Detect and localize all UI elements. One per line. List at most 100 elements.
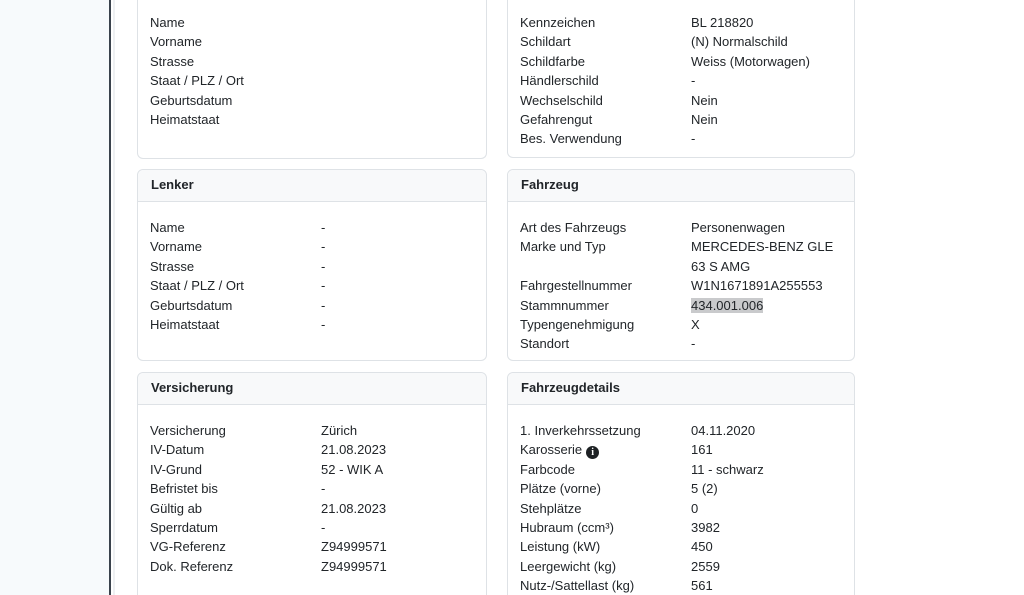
selected-text: 434.001.006 [691,297,764,313]
field-label: IV-Grund [150,461,203,477]
field-row-bes-verwendung: Bes. Verwendung - [520,129,842,148]
field-row-nutz-sattellast-kg: Nutz-/Sattellast (kg) 561 [520,576,842,595]
field-value: (N) Normalschild [691,34,788,50]
field-row-iv-grund: IV-Grund 52 - WIK A [150,460,474,479]
field-value: 434.001.006 [691,296,842,315]
field-label: Marke und Typ [520,239,606,255]
panel-lenker-title: Lenker [138,170,486,202]
field-value: - [321,220,326,235]
field-value: - [321,520,326,536]
panel-fahrzeug-title: Fahrzeug [508,170,854,202]
field-row-heimatstaat: Heimatstaat - [150,315,474,334]
field-row-sperrdatum: Sperrdatum - [150,518,474,537]
panel-fahrzeugdetails: Fahrzeugdetails 1. Inverkehrssetzung 04.1… [507,372,855,595]
field-value: - [691,336,696,352]
field-row-name: Name - [150,218,474,237]
field-row-marke-und-typ: Marke und Typ MERCEDES-BENZ GLE 63 S AMG [520,237,842,276]
field-label: Art des Fahrzeugs [520,220,627,235]
field-value: - [321,481,326,497]
field-row-schildart: Schildart (N) Normalschild [520,32,842,51]
field-row-staat-plz-ort: Staat / PLZ / Ort [150,71,474,90]
field-row-kennzeichen: Kennzeichen BL 218820 [520,13,842,32]
field-row-1-inverkehrssetzung: 1. Inverkehrssetzung 04.11.2020 [520,421,842,440]
field-row-geburtsdatum: Geburtsdatum [150,91,474,110]
field-label: Dok. Referenz [150,558,234,574]
field-row-vg-referenz: VG-Referenz Z94999571 [150,537,474,556]
field-row-h-ndlerschild: Händlerschild - [520,71,842,90]
field-value: 450 [691,539,713,555]
field-label: Händlerschild [520,73,599,89]
field-row-standort: Standort - [520,334,842,353]
field-value: Z94999571 [321,558,387,574]
field-value: 161 [691,442,713,458]
field-value: 5 (2) [691,481,718,497]
field-row-iv-datum: IV-Datum 21.08.2023 [150,440,474,459]
info-icon[interactable]: i [586,446,600,460]
field-row-fahrgestellnummer: Fahrgestellnummer W1N1671891A255553 [520,276,842,295]
field-label: Farbcode [520,461,575,477]
field-row-staat-plz-ort: Staat / PLZ / Ort - [150,276,474,295]
field-label: Sperrdatum [150,520,218,536]
field-label: Name [150,15,185,30]
field-label: Staat / PLZ / Ort [150,278,244,294]
field-value: MERCEDES-BENZ GLE 63 S AMG [691,239,834,274]
panel-halter-body: Name Vorname Strasse Staat / PLZ / Ort Gebur… [138,0,486,145]
field-row-stammnummer: Stammnummer 434.001.006 [520,296,842,315]
field-label: Schildfarbe [520,53,586,69]
field-label: Karosserie i [520,440,691,460]
field-label: Wechselschild [520,92,603,108]
field-value: 21.08.2023 [321,442,387,458]
field-row-leistung-kw: Leistung (kW) 450 [520,537,842,556]
field-row-strasse: Strasse - [150,257,474,276]
field-label: Stehplätze [520,500,582,516]
field-label: Kennzeichen [520,15,596,30]
field-label: Strasse [150,258,195,274]
field-row-farbcode: Farbcode 11 - schwarz [520,460,842,479]
field-value: BL 218820 [691,15,754,30]
field-label: Strasse [150,53,195,69]
field-label: Bes. Verwendung [520,131,622,147]
field-row-typengenehmigung: Typengenehmigung X [520,315,842,334]
field-label: 1. Inverkehrssetzung [520,423,641,438]
panel-fahrzeug: Fahrzeug Art des Fahrzeugs Personenwagen M… [507,169,855,361]
panel-versicherung-body: Versicherung Zürich IV-Datum 21.08.2023 IV-G… [138,405,486,592]
field-row-g-ltig-ab: Gültig ab 21.08.2023 [150,499,474,518]
field-value: Z94999571 [321,539,387,555]
field-value: 04.11.2020 [691,423,756,438]
field-label: Nutz-/Sattellast (kg) [520,578,635,594]
field-label: Befristet bis [150,481,218,497]
field-value: X [691,317,700,333]
panel-fahrzeug-body: Art des Fahrzeugs Personenwagen Marke und … [508,202,854,370]
field-label: Geburtsdatum [150,92,233,108]
field-row-versicherung: Versicherung Zürich [150,421,474,440]
field-label: Schildart [520,34,571,50]
field-label: Gefahrengut [520,112,593,128]
field-row-pl-tze-vorne: Plätze (vorne) 5 (2) [520,479,842,498]
field-label: VG-Referenz [150,539,226,555]
panel-fahrzeugdetails-body: 1. Inverkehrssetzung 04.11.2020 Karosserie… [508,405,854,595]
field-label: Fahrgestellnummer [520,278,632,294]
field-label: Typengenehmigung [520,317,635,333]
panel-versicherung-title: Versicherung [138,373,486,405]
panel-kennzeichen-body: Kennzeichen BL 218820 Schildart (N) Normals… [508,0,854,165]
left-sidebar-rail [0,0,111,595]
field-label: Heimatstaat [150,112,220,128]
panel-halter: Name Vorname Strasse Staat / PLZ / Ort Gebur… [137,0,487,159]
field-row-hubraum-ccm: Hubraum (ccm³) 3982 [520,518,842,537]
field-value: 2559 [691,558,720,574]
field-label: Heimatstaat [150,317,220,333]
field-label: Hubraum (ccm³) [520,520,614,536]
field-row-stehpl-tze: Stehplätze 0 [520,499,842,518]
field-value: Weiss (Motorwagen) [691,53,810,69]
field-value: - [321,239,326,255]
field-row-vorname: Vorname - [150,237,474,256]
field-value: 21.08.2023 [321,500,387,516]
field-label: Stammnummer [520,297,609,313]
panel-lenker-body: Name - Vorname - Strasse - Staat / PLZ / Ort - G… [138,202,486,350]
field-label: Gültig ab [150,500,203,516]
field-label: Vorname [150,239,203,255]
field-row-heimatstaat: Heimatstaat [150,110,474,129]
field-label: Staat / PLZ / Ort [150,73,244,89]
field-value: - [321,297,326,313]
